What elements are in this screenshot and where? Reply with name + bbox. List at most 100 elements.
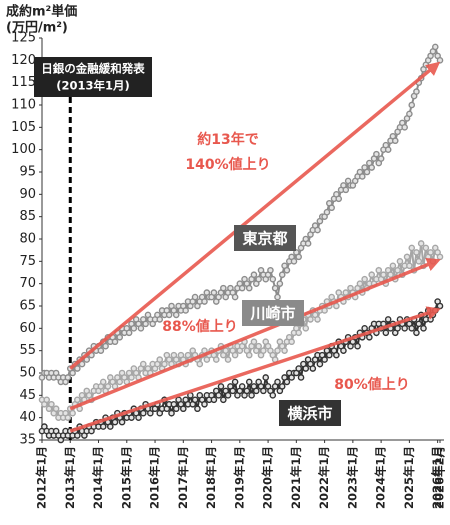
data-point [238, 284, 246, 292]
y-tick-label: 50 [19, 366, 36, 381]
data-point [130, 325, 138, 332]
data-point [316, 360, 324, 368]
data-point [78, 360, 86, 368]
data-point [139, 360, 147, 368]
x-tick-label: 2012年1月 [35, 446, 49, 509]
data-point [406, 110, 413, 118]
y-tick-label: 85 [19, 209, 36, 224]
x-tick-label: 2017年1月 [176, 446, 190, 509]
y-tick-label: 75 [19, 254, 36, 269]
data-point [172, 405, 180, 413]
data-point [302, 365, 310, 372]
y-tick-label: 100 [11, 142, 36, 157]
growth-arrow [69, 306, 441, 433]
data-point [243, 387, 251, 395]
series-label-box [234, 225, 296, 251]
data-point [382, 329, 390, 337]
data-point [415, 320, 423, 328]
data-point [274, 347, 281, 354]
data-point [180, 405, 187, 413]
data-point [278, 271, 286, 279]
data-point [297, 374, 305, 381]
data-point [220, 284, 227, 292]
data-point [290, 258, 298, 265]
y-tick-label: 110 [11, 98, 36, 113]
data-point [201, 298, 208, 305]
growth-label: 140%値上り [185, 156, 270, 173]
y-label: 成約m²単価 [6, 4, 77, 20]
data-point [408, 101, 416, 109]
data-point [396, 258, 404, 265]
data-point [269, 275, 277, 283]
data-point [302, 325, 310, 332]
y-tick-label: 35 [19, 433, 36, 448]
x-tick-label: 2016年1月 [148, 446, 162, 509]
data-point [229, 387, 237, 395]
data-point [106, 423, 114, 430]
data-point [384, 146, 392, 153]
data-point [427, 249, 434, 256]
x-tick-label: 2014年1月 [91, 446, 105, 509]
data-point [255, 275, 262, 283]
series-line [41, 44, 441, 385]
data-point [340, 347, 347, 354]
growth-arrow [69, 61, 441, 370]
data-point [333, 302, 340, 310]
y-tick-label: 80 [19, 232, 36, 247]
y-tick-label: 40 [19, 410, 36, 425]
data-point [389, 262, 397, 270]
data-point [224, 392, 232, 399]
data-point [307, 316, 314, 323]
data-point [274, 293, 281, 301]
data-point [238, 383, 246, 390]
data-point [366, 333, 373, 341]
data-point [271, 284, 279, 292]
data-point [328, 204, 335, 212]
y-tick-label: 105 [11, 120, 36, 135]
data-point [368, 271, 376, 279]
data-point [436, 57, 444, 64]
data-point [142, 320, 149, 328]
x-tick-label: 2024年1月 [374, 446, 388, 509]
x-tick-label: 2015年1月 [119, 446, 133, 509]
data-point [354, 342, 361, 350]
data-point [210, 396, 218, 404]
y-tick-label: 55 [19, 343, 36, 358]
data-point [413, 329, 420, 337]
y-tick-label: 95 [19, 165, 36, 180]
x-tick-label: 2023年1月 [345, 446, 359, 509]
data-point [415, 258, 423, 265]
x-tick-label: 2026年1月 [430, 446, 444, 509]
data-point [391, 137, 399, 145]
data-point [215, 392, 222, 399]
data-point [48, 400, 55, 408]
data-point [102, 342, 109, 350]
data-point [99, 378, 107, 386]
event-label: (2013年1月) [56, 79, 130, 93]
data-point [182, 307, 189, 314]
data-point [245, 284, 253, 292]
data-point [156, 356, 164, 363]
data-point [394, 266, 401, 274]
data-point [358, 173, 366, 180]
data-point [368, 164, 376, 171]
x-tick-label: 2020年1月 [261, 446, 275, 509]
data-point [64, 374, 72, 381]
data-point [384, 316, 392, 323]
y-tick-label: 115 [11, 75, 36, 90]
data-point [403, 253, 411, 261]
data-point [210, 289, 218, 296]
data-point [74, 432, 81, 439]
data-point [342, 186, 350, 194]
growth-arrow [69, 258, 441, 411]
data-point [326, 351, 333, 359]
data-point [408, 244, 416, 252]
data-point [125, 329, 133, 337]
data-point [116, 333, 124, 341]
data-point [323, 208, 331, 216]
data-point [278, 383, 286, 390]
data-point [253, 387, 260, 395]
data-point [116, 378, 124, 386]
data-point [274, 378, 281, 386]
